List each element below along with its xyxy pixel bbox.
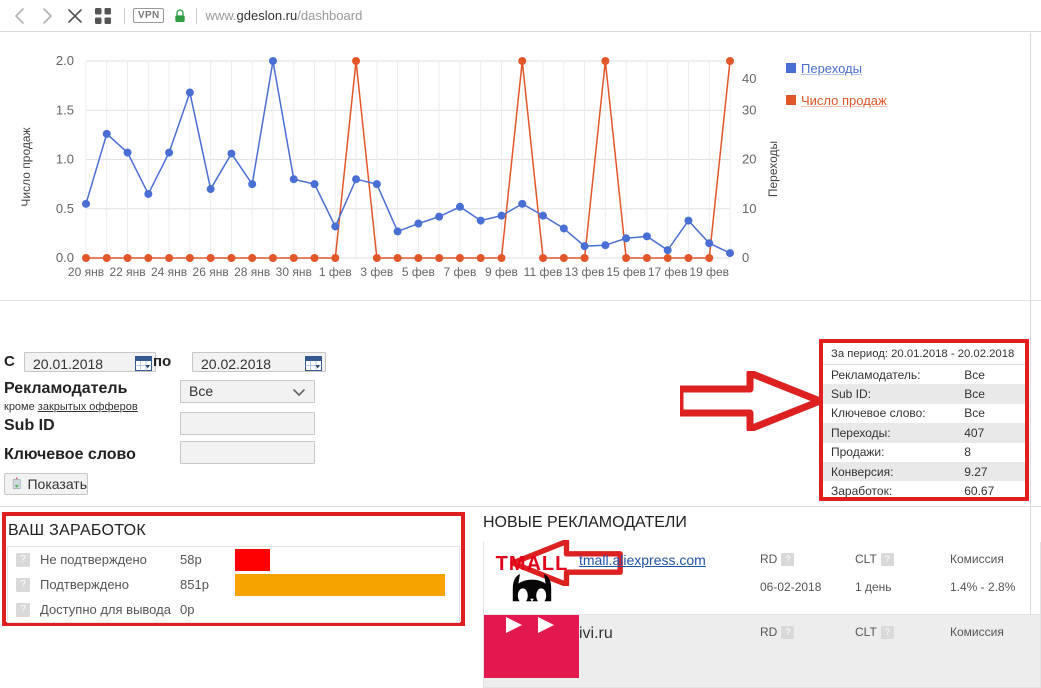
svg-text:1.0: 1.0 [56,152,74,167]
svg-text:0.0: 0.0 [56,250,74,265]
svg-text:Число продаж: Число продаж [19,127,33,206]
svg-text:5 фев: 5 фев [402,265,435,279]
svg-text:Переходы: Переходы [766,141,780,197]
svg-text:3 фев: 3 фев [360,265,393,279]
svg-text:7 фев: 7 фев [443,265,476,279]
svg-text:40: 40 [742,71,756,86]
svg-text:30 янв: 30 янв [276,265,312,279]
svg-text:1 фев: 1 фев [319,265,352,279]
svg-text:30: 30 [742,102,756,117]
svg-text:2.0: 2.0 [56,53,74,68]
svg-text:1.5: 1.5 [56,102,74,117]
svg-text:15 фев: 15 фев [606,265,646,279]
svg-text:11 фев: 11 фев [524,265,563,279]
svg-text:20: 20 [742,152,756,167]
svg-text:0: 0 [742,250,749,265]
svg-text:0.5: 0.5 [56,201,74,216]
svg-text:22 янв: 22 янв [109,265,145,279]
svg-text:26 янв: 26 янв [193,265,229,279]
svg-text:TMALL: TMALL [495,553,568,575]
svg-text:17 фев: 17 фев [648,265,688,279]
svg-text:20 янв: 20 янв [68,265,104,279]
svg-text:28 янв: 28 янв [234,265,270,279]
svg-text:24 янв: 24 янв [151,265,187,279]
svg-text:9 фев: 9 фев [485,265,518,279]
svg-text:10: 10 [742,201,756,216]
svg-text:19 фев: 19 фев [689,265,729,279]
svg-text:13 фев: 13 фев [565,265,605,279]
